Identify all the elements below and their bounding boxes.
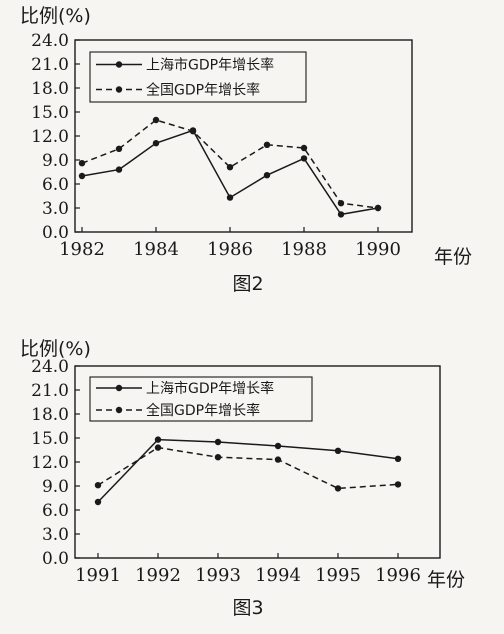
x-axis-title: 年份 [427, 569, 465, 591]
data-point [214, 438, 222, 446]
data-point [300, 155, 308, 162]
data-point [94, 498, 102, 506]
data-point [115, 166, 123, 173]
data-point [274, 442, 282, 450]
series-line-2 [81, 119, 379, 209]
y-tick-label: 0.0 [42, 549, 69, 569]
y-tick-label: 21.0 [31, 381, 69, 401]
chart-1: 0.0 3.0 6.0 9.0 12.0 15.0 18.0 21.0 24.0 1982 1984… [20, 5, 472, 295]
y-tick-label: 21.0 [31, 55, 69, 75]
chart-2: 0.0 3.0 6.0 9.0 12.0 15.0 18.0 21.0 24.0 1991 1992… [20, 338, 465, 619]
y-tick-label: 18.0 [31, 405, 69, 425]
data-point [152, 140, 160, 147]
data-point [115, 145, 123, 152]
x-tick-label: 1991 [75, 565, 121, 586]
x-tick-label: 1994 [255, 565, 301, 586]
series-line-2 [97, 446, 399, 490]
data-point [263, 172, 271, 179]
y-tick-label: 6.0 [42, 175, 69, 195]
y-tick-label: 0.0 [42, 223, 69, 243]
data-point [334, 485, 342, 492]
y-tick-label: 12.0 [31, 127, 69, 147]
legend-swatch-marker [115, 384, 123, 392]
x-tick-label: 1986 [207, 239, 253, 260]
figure-caption: 图3 [232, 597, 263, 619]
x-tick-label: 1984 [133, 239, 179, 260]
legend-box [89, 51, 307, 103]
legend-swatch-marker [115, 86, 123, 93]
data-point [394, 481, 402, 488]
data-point [189, 128, 197, 135]
data-point [334, 447, 342, 454]
y-tick-label: 9.0 [42, 477, 69, 497]
series-line-1 [97, 438, 399, 503]
data-point [214, 454, 222, 461]
y-axis-title: 比例(%) [20, 5, 91, 27]
y-tick-label: 24.0 [31, 357, 69, 377]
data-point [337, 211, 345, 218]
x-tick-label: 1982 [59, 239, 105, 260]
legend-swatch-marker [115, 406, 123, 414]
legend-swatch-marker [115, 61, 123, 68]
x-axis-title: 年份 [434, 246, 472, 268]
y-tick-label: 6.0 [42, 501, 69, 521]
legend-label: 上海市GDP年增长率 [146, 380, 274, 397]
data-point [154, 436, 162, 443]
legend-label: 全国GDP年增长率 [146, 82, 260, 99]
y-tick-label: 24.0 [31, 31, 69, 51]
data-point [226, 194, 234, 201]
data-point [337, 200, 345, 207]
data-point [274, 456, 282, 463]
x-tick-label: 1996 [375, 565, 421, 586]
x-tick-label: 1990 [355, 239, 401, 260]
series-line-1 [81, 129, 379, 216]
y-tick-label: 15.0 [31, 429, 69, 449]
figure-caption: 图2 [232, 273, 263, 295]
y-tick-label: 3.0 [42, 199, 69, 219]
x-tick-label: 1993 [195, 565, 241, 586]
x-tick-label: 1988 [281, 239, 327, 260]
data-point [152, 116, 160, 124]
data-point [78, 172, 86, 180]
legend-box [89, 376, 313, 422]
data-point [394, 455, 402, 462]
y-tick-label: 15.0 [31, 103, 69, 123]
y-tick-label: 3.0 [42, 525, 69, 545]
data-point [300, 144, 308, 152]
data-point [374, 204, 382, 212]
data-point [263, 141, 271, 148]
data-point [94, 482, 102, 489]
data-point [226, 164, 234, 171]
y-tick-label: 12.0 [31, 453, 69, 473]
legend-label: 全国GDP年增长率 [146, 402, 260, 419]
x-tick-label: 1995 [315, 565, 361, 586]
x-tick-label: 1992 [135, 565, 181, 586]
y-axis-title: 比例(%) [20, 338, 91, 360]
data-point [78, 160, 86, 167]
legend-label: 上海市GDP年增长率 [146, 57, 274, 74]
y-tick-label: 9.0 [42, 151, 69, 171]
y-tick-label: 18.0 [31, 79, 69, 99]
data-point [154, 444, 162, 451]
